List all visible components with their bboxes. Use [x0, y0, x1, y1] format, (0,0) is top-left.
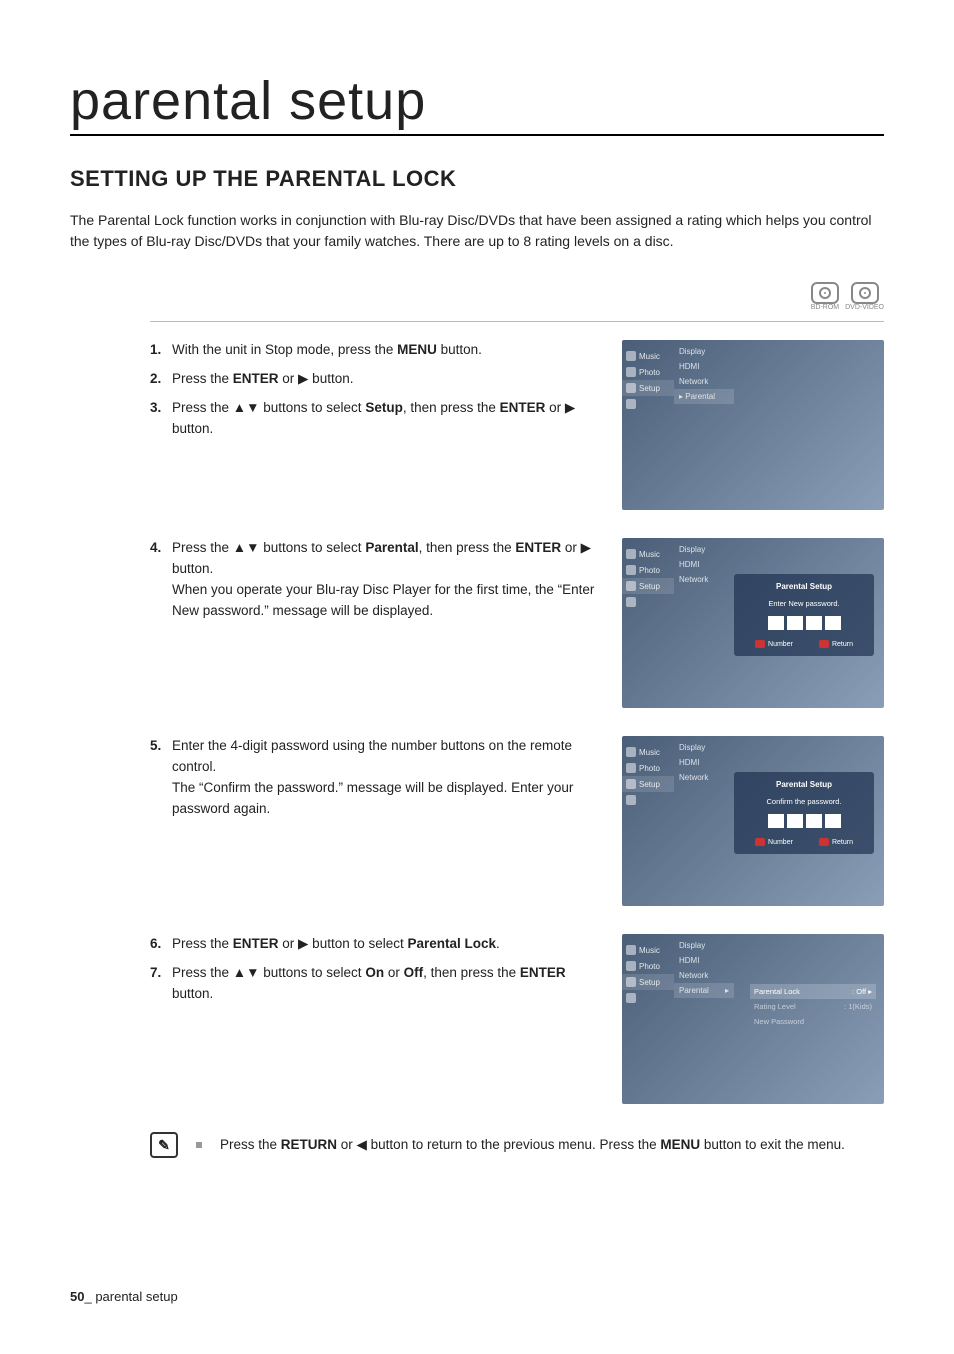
- menu-screenshot-3: Music Photo Setup Display HDMI Network P…: [622, 736, 884, 906]
- step-5: 5. Enter the 4-digit password using the …: [150, 736, 604, 820]
- step-2: 2. Press the ENTER or ▶ button.: [150, 369, 604, 390]
- option-new-password: New Password: [750, 1014, 876, 1029]
- pw-box: [768, 616, 784, 630]
- step-6: 6. Press the ENTER or ▶ button to select…: [150, 934, 604, 955]
- step-3: 3. Press the ▲▼ buttons to select Setup,…: [150, 398, 604, 440]
- password-boxes: [742, 616, 866, 630]
- password-dialog-confirm: Parental Setup Confirm the password. Num…: [734, 772, 874, 854]
- menu-item-photo: Photo: [622, 364, 674, 380]
- step-7: 7. Press the ▲▼ buttons to select On or …: [150, 963, 604, 1005]
- section-heading: SETTING UP THE PARENTAL LOCK: [70, 166, 884, 192]
- menu-mid-col: Display HDMI Network ▸ Parental: [674, 344, 734, 404]
- dvd-video-badge: DVD-VIDEO: [845, 282, 884, 311]
- password-dialog-enter: Parental Setup Enter New password. Numbe…: [734, 574, 874, 656]
- menu-item-setup: Setup: [622, 380, 674, 396]
- option-rating-level: Rating Level: 1(Kids): [750, 999, 876, 1014]
- music-icon: [626, 351, 636, 361]
- page-number: 50: [70, 1289, 84, 1304]
- step-1: 1. With the unit in Stop mode, press the…: [150, 340, 604, 361]
- number-icon: [755, 640, 765, 648]
- steps-block-3: 5. Enter the 4-digit password using the …: [70, 736, 884, 906]
- intro-paragraph: The Parental Lock function works in conj…: [70, 210, 884, 252]
- disc-badge-row: BD-ROM DVD-VIDEO: [70, 282, 884, 311]
- return-button-hint: Return: [819, 640, 853, 648]
- menu-item-blank: [622, 396, 674, 412]
- page-title: parental setup: [70, 70, 884, 136]
- number-button-hint: Number: [755, 640, 793, 648]
- bd-rom-badge: BD-ROM: [811, 282, 839, 311]
- gear-icon: [626, 383, 636, 393]
- menu-item-music: Music: [622, 348, 674, 364]
- dvd-video-label: DVD-VIDEO: [845, 304, 884, 311]
- return-icon: [819, 640, 829, 648]
- page-footer: 50_ parental setup: [70, 1289, 178, 1304]
- step-4: 4. Press the ▲▼ buttons to select Parent…: [150, 538, 604, 622]
- steps-block-4: 6. Press the ENTER or ▶ button to select…: [70, 934, 884, 1104]
- bd-rom-label: BD-ROM: [811, 304, 839, 311]
- menu-left-col: Music Photo Setup: [622, 340, 674, 510]
- steps-col-1: 1. With the unit in Stop mode, press the…: [70, 340, 604, 448]
- menu-screenshot-4: Music Photo Setup Display HDMI Network P…: [622, 934, 884, 1104]
- steps-col-3: 5. Enter the 4-digit password using the …: [70, 736, 604, 828]
- note-row: Press the RETURN or ◀ button to return t…: [70, 1132, 884, 1158]
- note-text: Press the RETURN or ◀ button to return t…: [220, 1137, 845, 1153]
- page: parental setup SETTING UP THE PARENTAL L…: [0, 0, 954, 1354]
- note-icon: [150, 1132, 178, 1158]
- steps-col-2: 4. Press the ▲▼ buttons to select Parent…: [70, 538, 604, 630]
- steps-block-1: 1. With the unit in Stop mode, press the…: [70, 340, 884, 510]
- parental-options: Parental Lock: Off ▸ Rating Level: 1(Kid…: [750, 984, 876, 1029]
- menu-screenshot-1: Music Photo Setup Display HDMI Network ▸…: [622, 340, 884, 510]
- divider: [150, 321, 884, 322]
- bullet-icon: [196, 1142, 202, 1148]
- option-parental-lock: Parental Lock: Off ▸: [750, 984, 876, 999]
- menu-parental-row: ▸ Parental: [674, 389, 734, 404]
- steps-col-4: 6. Press the ENTER or ▶ button to select…: [70, 934, 604, 1013]
- footer-label: parental setup: [95, 1289, 177, 1304]
- menu-screenshot-2: Music Photo Setup Display HDMI Network P…: [622, 538, 884, 708]
- steps-block-2: 4. Press the ▲▼ buttons to select Parent…: [70, 538, 884, 708]
- blank-icon: [626, 399, 636, 409]
- photo-icon: [626, 367, 636, 377]
